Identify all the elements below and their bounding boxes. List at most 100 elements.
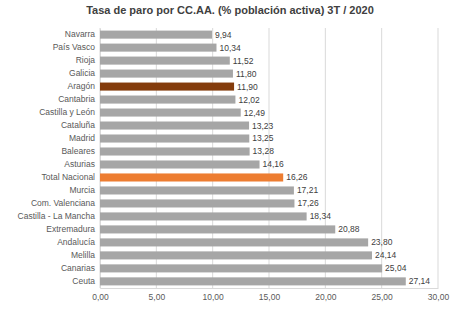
bar — [100, 199, 294, 207]
y-tick: Asturias — [64, 159, 100, 169]
y-tick-label: Melilla — [71, 250, 95, 260]
y-tick-label: Canarias — [61, 263, 95, 273]
chart: Tasa de paro por CC.AA. (% población act… — [0, 0, 460, 310]
y-tick-label: Cataluña — [61, 120, 95, 130]
y-tick: Andalucía — [57, 237, 100, 247]
y-tick-label: Baleares — [61, 146, 95, 156]
bar — [100, 225, 335, 233]
y-tick-label: Castilla y León — [39, 107, 95, 117]
y-tick-label: Asturias — [64, 159, 95, 169]
grid-line — [156, 28, 157, 288]
data-label: 11,80 — [236, 69, 257, 79]
bar — [100, 57, 230, 65]
bar — [100, 147, 250, 155]
bar — [100, 212, 307, 220]
bar — [100, 264, 382, 272]
data-label: 27,14 — [409, 276, 431, 286]
x-tick: 15,00 — [259, 288, 281, 302]
x-tick: 25,00 — [372, 288, 394, 302]
data-label: 9,94 — [215, 30, 232, 40]
plot: 0,00 5,00 10,00 15,00 20,00 25,00 30,00 Navarra… — [18, 28, 450, 302]
y-tick-label: Castilla - La Mancha — [18, 211, 96, 221]
bar — [100, 31, 212, 39]
x-tick-label: 10,00 — [203, 292, 225, 302]
grid-line — [438, 28, 439, 288]
data-label: 17,26 — [297, 198, 319, 208]
bar — [100, 122, 249, 130]
x-axis: 0,00 5,00 10,00 15,00 20,00 25,00 30,00 — [92, 288, 449, 302]
bar — [100, 83, 234, 91]
grid-line — [325, 28, 326, 288]
data-label: 13,23 — [252, 121, 274, 131]
grid-line — [381, 28, 382, 288]
bar — [100, 109, 241, 117]
y-tick: Extremadura — [46, 224, 100, 234]
y-tick: Total Nacional — [42, 172, 100, 182]
y-tick: Baleares — [61, 146, 100, 156]
bar — [100, 238, 368, 246]
y-tick-label: Aragón — [68, 81, 96, 91]
data-label: 11,52 — [233, 56, 254, 66]
y-tick-label: Galicia — [69, 68, 95, 78]
y-tick-label: Cantabria — [58, 94, 95, 104]
y-tick: Murcia — [69, 185, 100, 195]
y-tick: Castilla y León — [39, 107, 100, 117]
y-tick-label: Navarra — [65, 29, 96, 39]
x-tick: 0,00 — [92, 288, 109, 302]
bars — [100, 31, 406, 286]
bar — [100, 277, 406, 285]
y-tick: Castilla - La Mancha — [18, 211, 100, 221]
x-axis-line — [101, 288, 439, 289]
bar — [100, 251, 372, 259]
y-tick-label: Murcia — [69, 185, 95, 195]
bar — [100, 44, 216, 52]
y-tick: Rioja — [76, 55, 100, 65]
bar — [100, 186, 294, 194]
data-labels: 9,9410,3411,5211,8011,9012,0212,4913,231… — [215, 30, 430, 287]
x-tick: 30,00 — [428, 288, 450, 302]
y-tick-label: Ceuta — [72, 276, 95, 286]
grid — [100, 28, 438, 288]
y-tick: Cantabria — [58, 94, 100, 104]
data-label: 12,49 — [244, 108, 266, 118]
y-tick: Com. Valenciana — [31, 198, 100, 208]
grid-line — [100, 28, 101, 288]
y-tick-label: Total Nacional — [42, 172, 96, 182]
y-tick: Melilla — [71, 250, 100, 260]
y-tick: Madrid — [69, 133, 100, 143]
bar — [100, 96, 235, 104]
data-label: 18,34 — [310, 211, 332, 221]
y-tick: País Vasco — [53, 42, 100, 52]
y-tick: Aragón — [68, 81, 100, 91]
data-label: 16,26 — [286, 172, 308, 182]
x-tick-label: 15,00 — [259, 292, 281, 302]
x-tick-label: 30,00 — [428, 292, 450, 302]
grid-line — [212, 28, 213, 288]
y-tick-label: Extremadura — [46, 224, 95, 234]
data-label: 17,21 — [297, 185, 319, 195]
y-tick: Cataluña — [61, 120, 100, 130]
y-tick: Navarra — [65, 29, 100, 39]
data-label: 25,04 — [385, 263, 407, 273]
x-tick: 20,00 — [315, 288, 337, 302]
data-label: 20,88 — [338, 224, 360, 234]
grid-line — [269, 28, 270, 288]
x-tick-label: 0,00 — [92, 292, 109, 302]
data-label: 13,28 — [253, 146, 275, 156]
y-tick-label: País Vasco — [53, 42, 96, 52]
y-tick: Galicia — [69, 68, 100, 78]
y-axis: Navarra País Vasco Rioja Galicia Aragón Canta… — [18, 29, 101, 289]
x-tick-label: 5,00 — [149, 292, 166, 302]
y-axis-line — [100, 29, 101, 289]
x-tick-label: 25,00 — [372, 292, 394, 302]
x-tick: 5,00 — [149, 288, 166, 302]
x-tick-label: 20,00 — [315, 292, 337, 302]
data-label: 13,25 — [252, 133, 274, 143]
bar — [100, 173, 283, 181]
x-tick: 10,00 — [203, 288, 225, 302]
title: Tasa de paro por CC.AA. (% población act… — [86, 4, 374, 16]
data-label: 14,16 — [263, 159, 285, 169]
data-label: 10,34 — [219, 43, 241, 53]
y-tick: Canarias — [61, 263, 100, 273]
y-tick: Ceuta — [72, 276, 100, 286]
